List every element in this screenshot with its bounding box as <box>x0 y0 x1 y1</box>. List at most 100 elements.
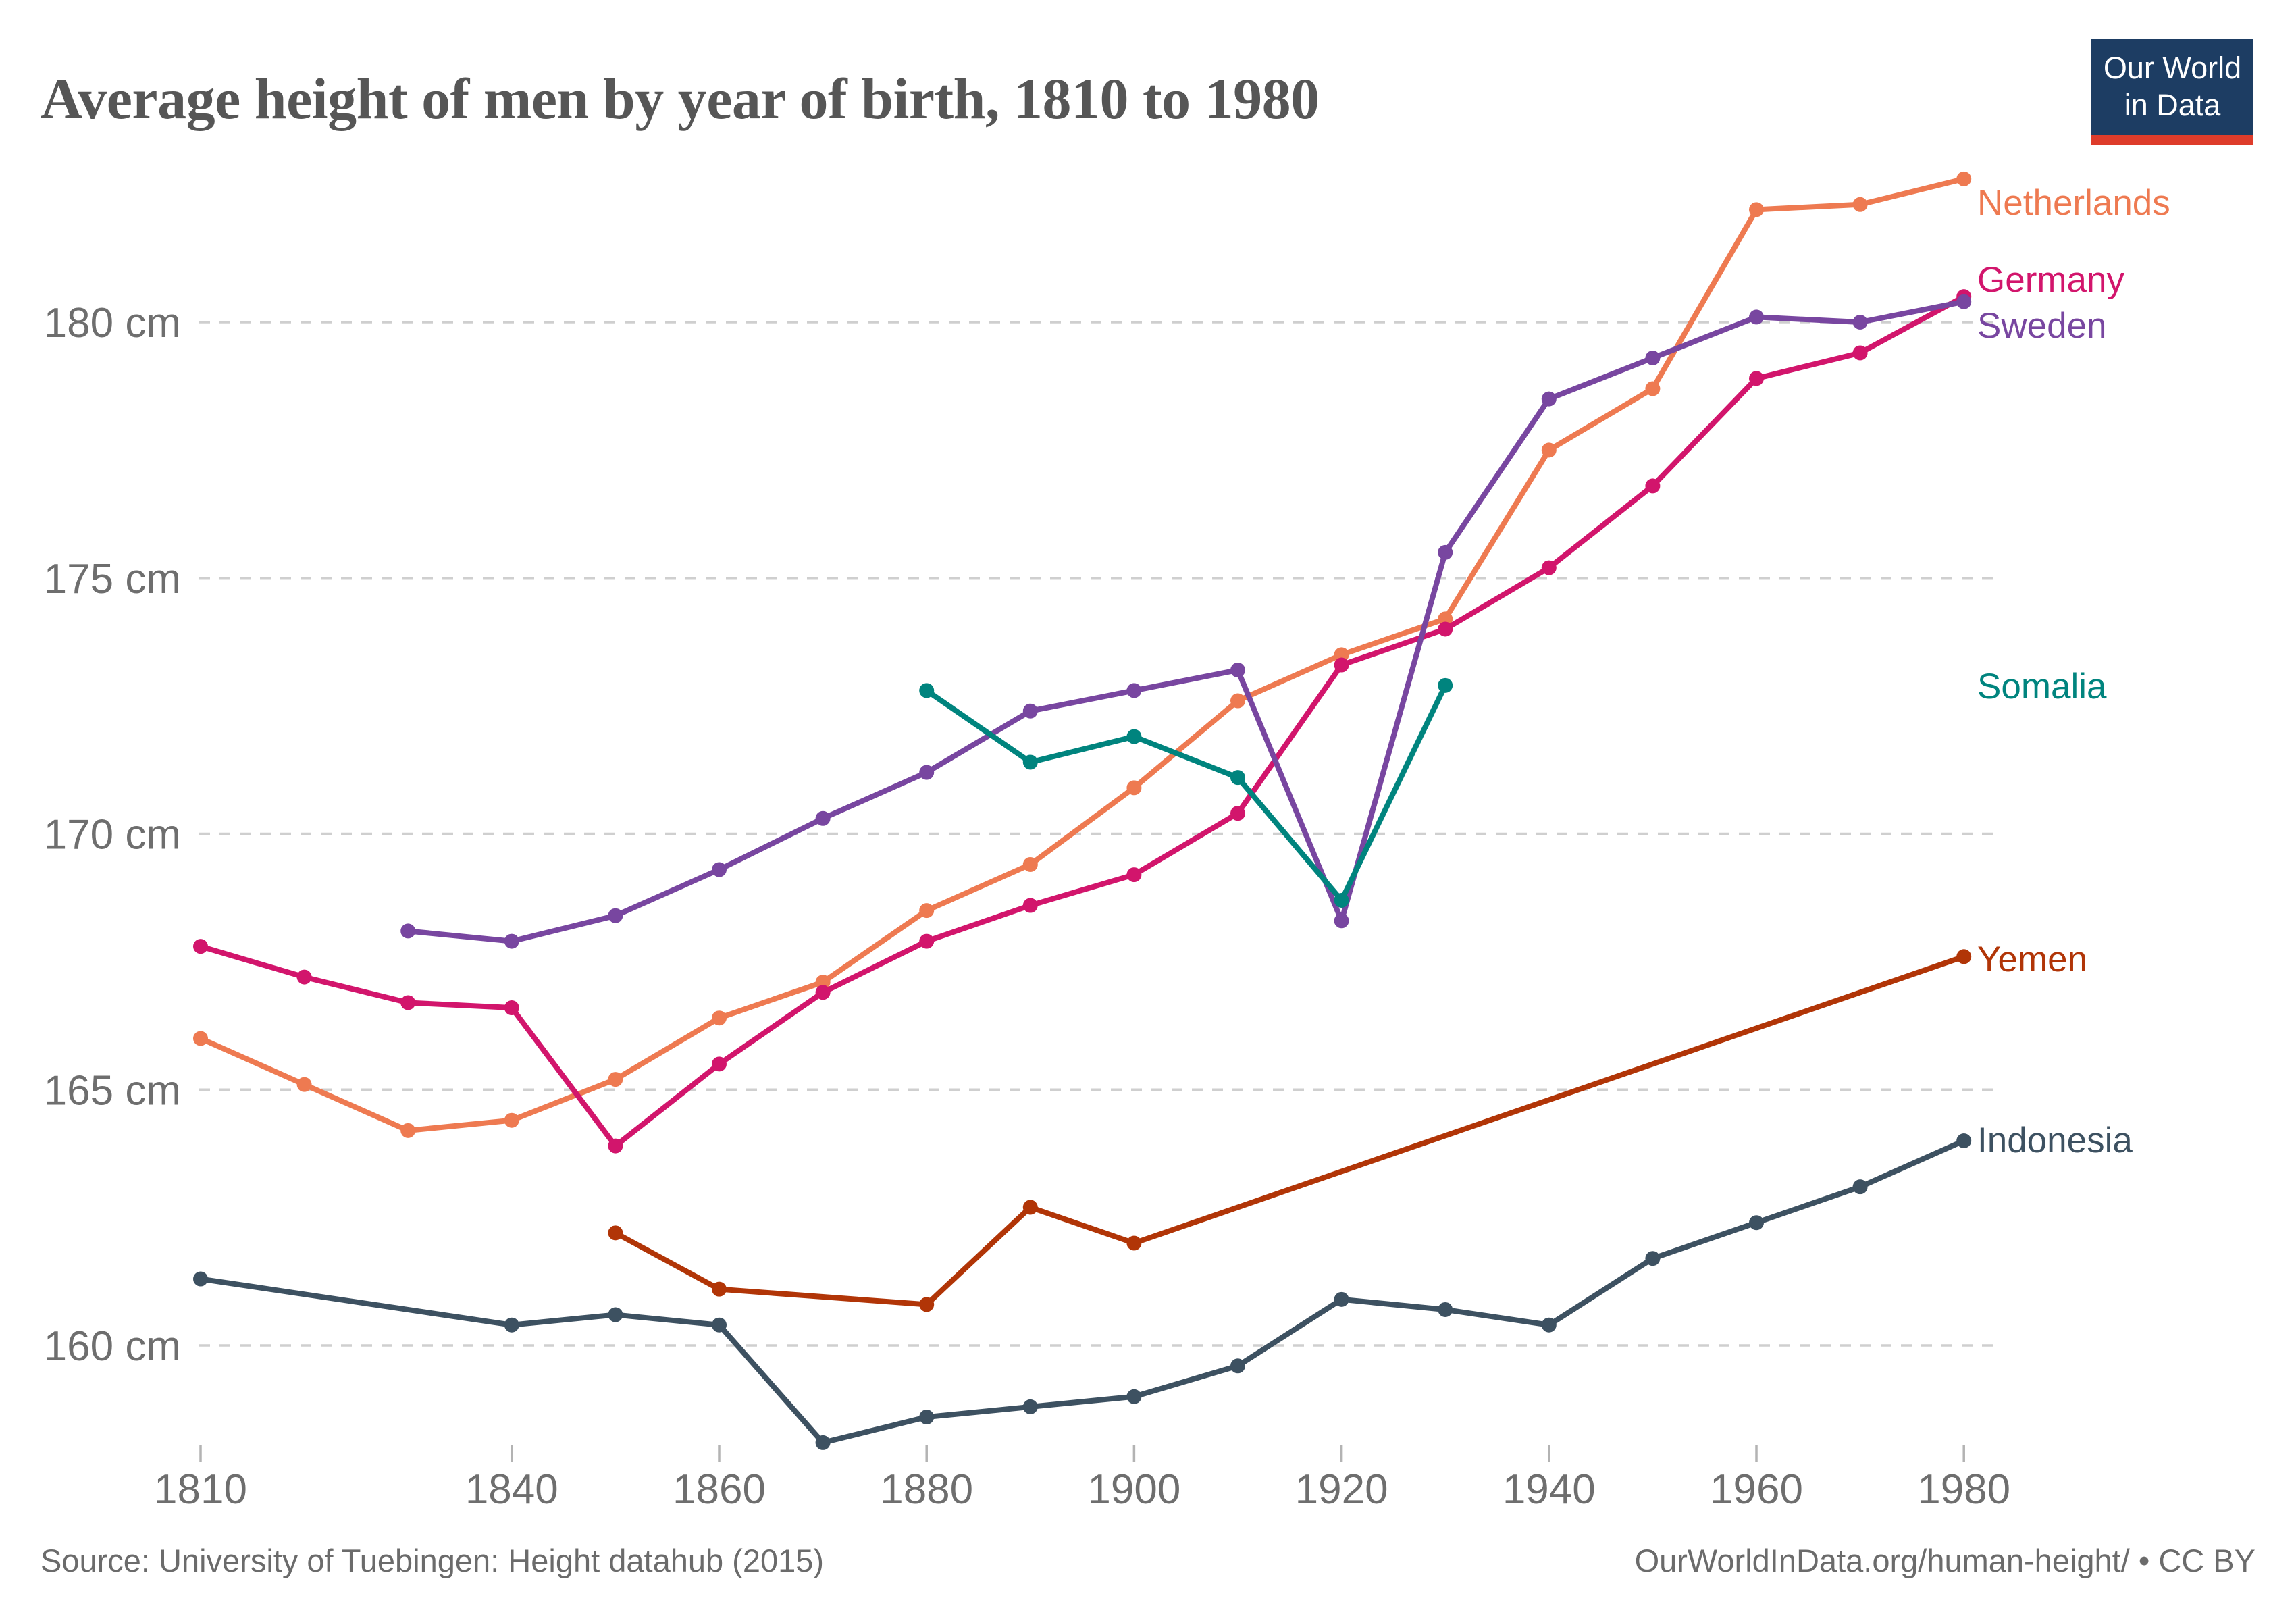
series-point-sweden-1870[interactable] <box>815 810 831 826</box>
series-point-sweden-1830[interactable] <box>400 923 416 939</box>
series-point-indonesia-1810[interactable] <box>193 1271 208 1287</box>
series-point-indonesia-1980[interactable] <box>1956 1133 1972 1148</box>
series-point-indonesia-1940[interactable] <box>1541 1317 1557 1333</box>
series-point-indonesia-1960[interactable] <box>1749 1215 1764 1231</box>
series-point-germany-1970[interactable] <box>1852 345 1868 361</box>
series-point-somalia-1910[interactable] <box>1230 770 1245 786</box>
series-label-indonesia[interactable]: Indonesia <box>1977 1121 2133 1160</box>
series-point-indonesia-1840[interactable] <box>504 1317 519 1333</box>
series-point-netherlands-1810[interactable] <box>193 1031 208 1046</box>
series-point-indonesia-1920[interactable] <box>1334 1291 1349 1307</box>
series-point-netherlands-1960[interactable] <box>1749 202 1764 217</box>
series-point-yemen-1980[interactable] <box>1956 949 1972 964</box>
series-point-sweden-1970[interactable] <box>1852 315 1868 330</box>
series-point-somalia-1890[interactable] <box>1022 754 1038 770</box>
series-line-somalia[interactable] <box>924 682 1449 903</box>
series-point-germany-1820[interactable] <box>296 969 312 985</box>
series-point-sweden-1950[interactable] <box>1645 351 1661 366</box>
owid-logo-line2: in Data <box>2124 88 2221 122</box>
series-line-yemen[interactable] <box>612 954 1967 1308</box>
series-line-sweden[interactable] <box>405 299 1967 944</box>
series-point-germany-1940[interactable] <box>1541 560 1557 575</box>
series-point-yemen-1890[interactable] <box>1022 1200 1038 1215</box>
series-point-germany-1840[interactable] <box>504 1000 519 1016</box>
series-point-indonesia-1950[interactable] <box>1645 1251 1661 1266</box>
series-point-netherlands-1850[interactable] <box>608 1072 623 1087</box>
series-point-germany-1880[interactable] <box>919 933 935 949</box>
series-point-yemen-1880[interactable] <box>919 1297 935 1312</box>
series-line-netherlands[interactable] <box>198 176 1967 1133</box>
series-point-germany-1870[interactable] <box>815 985 831 1000</box>
series-point-indonesia-1910[interactable] <box>1230 1358 1245 1374</box>
series-point-sweden-1860[interactable] <box>712 862 727 877</box>
series-point-sweden-1940[interactable] <box>1541 391 1557 407</box>
series-point-sweden-1960[interactable] <box>1749 309 1764 325</box>
series-point-somalia-1880[interactable] <box>919 683 935 698</box>
series-point-indonesia-1970[interactable] <box>1852 1179 1868 1195</box>
series-point-sweden-1840[interactable] <box>504 933 519 949</box>
series-point-netherlands-1900[interactable] <box>1126 780 1142 796</box>
series-point-netherlands-1870[interactable] <box>815 975 831 990</box>
series-point-germany-1850[interactable] <box>608 1138 623 1154</box>
series-point-yemen-1860[interactable] <box>712 1281 727 1297</box>
series-point-netherlands-1880[interactable] <box>919 903 935 919</box>
series-label-netherlands[interactable]: Netherlands <box>1977 183 2170 223</box>
series-point-indonesia-1860[interactable] <box>712 1317 727 1333</box>
series-point-sweden-1850[interactable] <box>608 908 623 923</box>
series-point-indonesia-1890[interactable] <box>1022 1399 1038 1414</box>
series-point-yemen-1850[interactable] <box>608 1225 623 1241</box>
series-label-germany[interactable]: Germany <box>1977 260 2124 300</box>
series-point-somalia-1900[interactable] <box>1126 729 1142 744</box>
series-point-netherlands-1930[interactable] <box>1438 611 1453 627</box>
footer: Source: University of Tuebingen: Height … <box>41 1542 2255 1579</box>
series-point-germany-1930[interactable] <box>1438 621 1453 637</box>
series-point-netherlands-1830[interactable] <box>400 1123 416 1138</box>
series-point-sweden-1930[interactable] <box>1438 544 1453 560</box>
series-point-sweden-1910[interactable] <box>1230 663 1245 678</box>
series-point-sweden-1890[interactable] <box>1022 703 1038 719</box>
series-point-indonesia-1880[interactable] <box>919 1410 935 1425</box>
series-point-germany-1960[interactable] <box>1749 371 1764 386</box>
series-point-germany-1920[interactable] <box>1334 657 1349 673</box>
series-point-netherlands-1970[interactable] <box>1852 197 1868 212</box>
series-point-sweden-1920[interactable] <box>1334 913 1349 929</box>
series-point-yemen-1900[interactable] <box>1126 1235 1142 1251</box>
series-point-netherlands-1890[interactable] <box>1022 856 1038 872</box>
x-axis-tick-label-1810: 1810 <box>154 1466 247 1513</box>
series-point-germany-1950[interactable] <box>1645 478 1661 494</box>
series-label-somalia[interactable]: Somalia <box>1977 667 2107 706</box>
series-point-indonesia-1930[interactable] <box>1438 1302 1453 1317</box>
series-point-netherlands-1950[interactable] <box>1645 381 1661 396</box>
series-point-germany-1830[interactable] <box>400 995 416 1010</box>
series-point-netherlands-1920[interactable] <box>1334 647 1349 663</box>
series-line-indonesia[interactable] <box>198 1138 1967 1445</box>
series-point-somalia-1920[interactable] <box>1334 892 1349 908</box>
series-point-sweden-1980[interactable] <box>1956 294 1972 309</box>
series-point-netherlands-1910[interactable] <box>1230 693 1245 709</box>
series-point-germany-1890[interactable] <box>1022 898 1038 913</box>
series-point-netherlands-1820[interactable] <box>296 1077 312 1092</box>
series-point-netherlands-1860[interactable] <box>712 1010 727 1026</box>
series-line-germany[interactable] <box>198 294 1967 1149</box>
y-axis-tick-label-165: 165 cm <box>44 1067 181 1114</box>
series-point-germany-1810[interactable] <box>193 939 208 954</box>
series-point-somalia-1930[interactable] <box>1438 677 1453 693</box>
series-point-indonesia-1850[interactable] <box>608 1307 623 1322</box>
owid-logo[interactable]: Our World in Data <box>2091 39 2253 145</box>
source-note: Source: University of Tuebingen: Height … <box>41 1543 825 1578</box>
series-point-indonesia-1900[interactable] <box>1126 1389 1142 1404</box>
credit-link[interactable]: OurWorldInData.org/human-height/ • CC BY <box>1634 1543 2255 1578</box>
series-point-germany-1860[interactable] <box>712 1056 727 1072</box>
series-label-yemen[interactable]: Yemen <box>1977 940 2087 979</box>
series-point-netherlands-1980[interactable] <box>1956 171 1972 186</box>
series-label-sweden[interactable]: Sweden <box>1977 306 2107 346</box>
series-point-germany-1900[interactable] <box>1126 867 1142 883</box>
series-point-sweden-1880[interactable] <box>919 765 935 780</box>
x-axis-tick-label-1880: 1880 <box>880 1466 973 1513</box>
page-title: Average height of men by year of birth, … <box>41 66 1320 131</box>
series-point-indonesia-1870[interactable] <box>815 1435 831 1450</box>
series-point-netherlands-1840[interactable] <box>504 1112 519 1128</box>
series-point-germany-1910[interactable] <box>1230 806 1245 821</box>
series-point-netherlands-1940[interactable] <box>1541 442 1557 458</box>
series-point-sweden-1900[interactable] <box>1126 683 1142 698</box>
